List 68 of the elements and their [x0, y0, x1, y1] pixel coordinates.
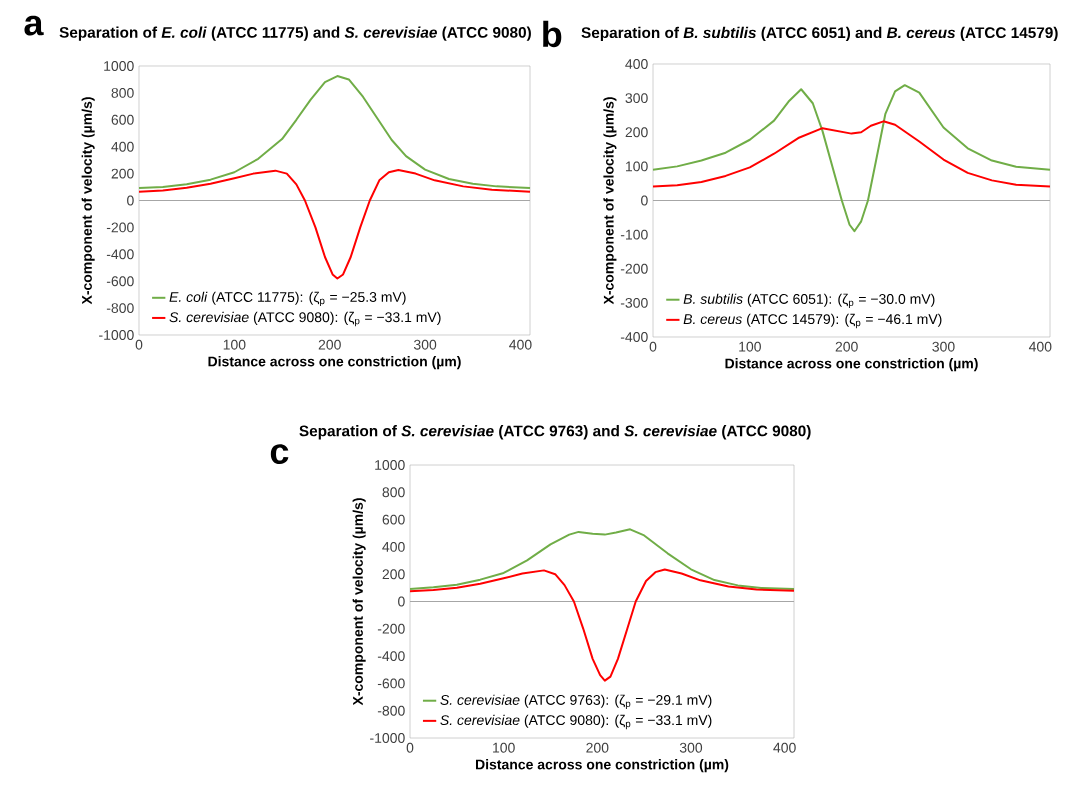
y-tick-label: 800	[382, 487, 405, 498]
y-tick-label: -100	[620, 229, 648, 240]
y-tick-label: -800	[106, 303, 134, 314]
x-tick-label: 200	[318, 339, 341, 350]
x-tick-label: 300	[679, 742, 703, 753]
y-tick-label: -200	[106, 222, 134, 233]
y-tick-label: -400	[106, 249, 134, 260]
legend-label: B. subtilis (ATCC 6051): (ζ$_{p}$ = −30.0 mV)	[683, 293, 935, 309]
y-tick-label: -400	[620, 332, 648, 342]
x-tick-label: 300	[413, 339, 437, 350]
y-axis-title: X-component of velocity (µm/s)	[352, 498, 366, 706]
x-axis-title: Distance across one constriction (µm)	[208, 356, 461, 370]
y-tick-label: -300	[620, 297, 648, 308]
y-tick-label: 400	[111, 141, 134, 152]
legend-label: S. cerevisiae (ATCC 9080): (ζ$_{p}$ = −33.1 mV)	[169, 311, 441, 327]
y-tick-label: -800	[377, 705, 405, 716]
y-tick-label: -200	[620, 263, 648, 274]
y-tick-label: -1000	[99, 330, 134, 340]
x-axis-title: Distance across one constriction (µm)	[725, 358, 978, 372]
y-tick-label: 600	[111, 114, 134, 125]
y-tick-label: 200	[111, 168, 134, 179]
y-tick-label: -200	[377, 623, 405, 634]
line-series	[138, 75, 532, 190]
text: c	[270, 444, 289, 464]
y-tick-label: 800	[111, 87, 134, 98]
x-tick-label: 200	[586, 742, 609, 753]
y-tick-label: 200	[625, 127, 648, 138]
y-tick-label: 0	[127, 195, 134, 206]
y-tick-label: -1000	[370, 733, 405, 743]
y-tick-label: 0	[641, 195, 648, 206]
chart-title: Separation of B. subtilis (ATCC 6051) and B. cereus (ATCC 14579)	[581, 26, 1058, 42]
y-tick-label: 200	[382, 569, 405, 580]
chart-title: Separation of S. cerevisiae (ATCC 9763) and S. cerevisiae (ATCC 9080)	[299, 425, 811, 440]
x-tick-label: 100	[739, 341, 761, 352]
y-tick-label: 100	[626, 161, 648, 172]
line-series	[409, 568, 796, 682]
text: a	[24, 15, 44, 36]
line-series	[138, 168, 532, 280]
x-tick-label: 200	[835, 341, 858, 352]
x-tick-label: 0	[135, 339, 143, 350]
x-axis-title: Distance across one constriction (µm)	[475, 759, 729, 773]
y-tick-label: 1000	[375, 460, 405, 470]
x-tick-label: 0	[406, 742, 414, 753]
x-tick-label: 0	[649, 341, 657, 352]
y-tick-label: -600	[106, 276, 134, 287]
y-tick-label: 400	[382, 541, 405, 552]
legend-label: S. cerevisiae (ATCC 9080): (ζ$_{p}$ = −33.1 mV)	[440, 714, 712, 730]
y-tick-label: 300	[625, 93, 648, 104]
text: b	[543, 20, 562, 48]
y-tick-label: 600	[382, 514, 405, 525]
x-tick-label: 100	[223, 339, 246, 350]
legend-label: S. cerevisiae (ATCC 9763): (ζ$_{p}$ = −29.1 mV)	[440, 694, 712, 710]
y-tick-label: 400	[625, 59, 648, 69]
y-axis-title: X-component of velocity (µm/s)	[603, 97, 617, 305]
x-tick-label: 400	[509, 339, 532, 350]
legend-label: E. coli (ATCC 11775): (ζ$_{p}$ = −25.3 mV)	[169, 291, 406, 307]
y-tick-label: 1000	[104, 61, 134, 71]
line-series	[409, 528, 796, 590]
x-tick-label: 400	[1028, 341, 1052, 352]
y-axis-title: X-component of velocity (µm/s)	[81, 97, 95, 305]
y-tick-label: 0	[398, 596, 405, 607]
y-tick-label: -400	[377, 651, 405, 662]
x-tick-label: 300	[932, 341, 955, 352]
legend-label: B. cereus (ATCC 14579): (ζ$_{p}$ = −46.1 mV)	[683, 313, 942, 329]
x-tick-label: 400	[773, 742, 796, 753]
x-tick-label: 100	[493, 742, 515, 753]
chart-title: Separation of E. coli (ATCC 11775) and S. cerevisiae (ATCC 9080)	[59, 26, 531, 41]
y-tick-label: -600	[377, 678, 405, 689]
